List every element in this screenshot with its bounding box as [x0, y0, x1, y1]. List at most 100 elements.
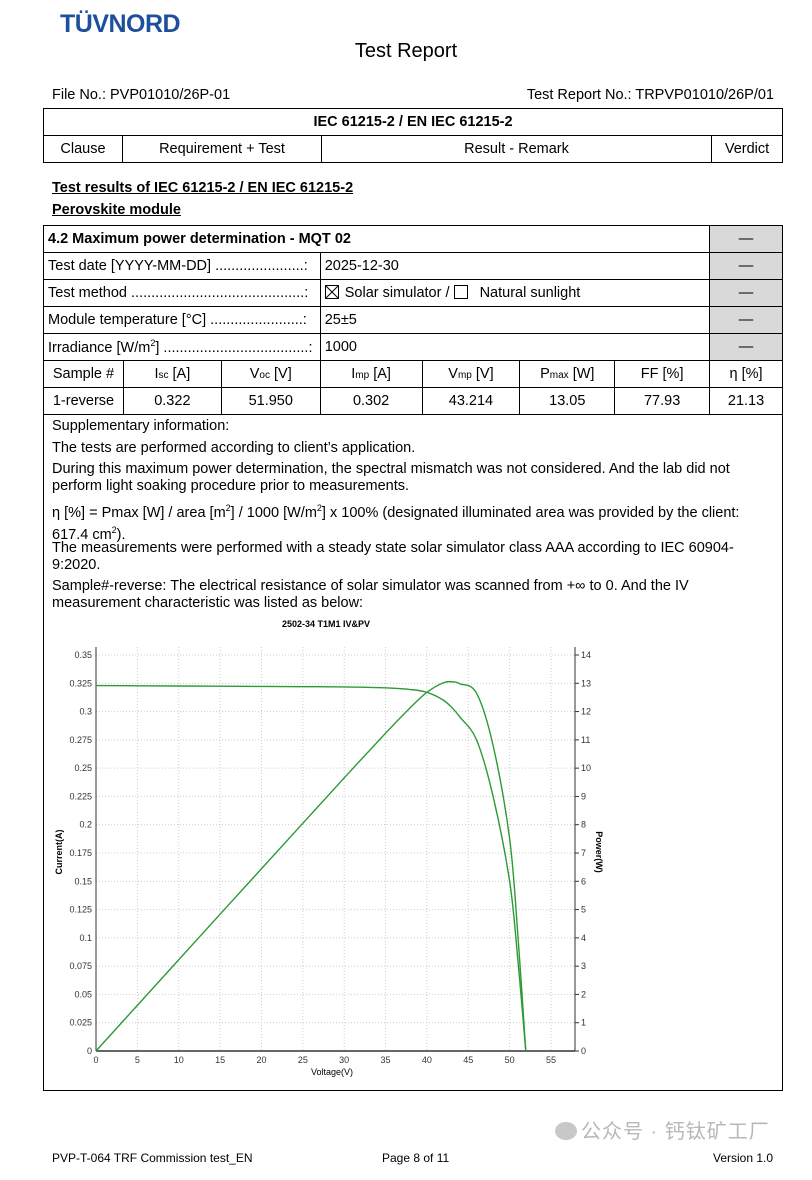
- section-subheading: Perovskite module: [52, 202, 181, 218]
- y2-tick-label: 0: [581, 1046, 586, 1056]
- y-tick-label: 0.225: [69, 791, 92, 801]
- results-row: 1-reverse 0.322 51.950 0.302 43.214 13.05 77.9…: [43, 387, 783, 415]
- results-cell: 77.93: [614, 387, 711, 415]
- x-tick-label: 25: [298, 1055, 308, 1065]
- y-tick-label: 0.275: [69, 735, 92, 745]
- results-header-cell: η [%]: [709, 360, 783, 388]
- y-tick-label: 0.35: [74, 650, 92, 660]
- results-header-cell: Pmax [W]: [519, 360, 616, 388]
- results-cell: 51.950: [220, 387, 321, 415]
- y2-tick-label: 13: [581, 678, 591, 688]
- x-tick-label: 30: [339, 1055, 349, 1065]
- y2-tick-label: 4: [581, 933, 586, 943]
- y2-tick-label: 11: [581, 735, 590, 745]
- col-requirement: Requirement + Test: [122, 135, 322, 163]
- supp-p2: During this maximum power determination,…: [52, 461, 730, 494]
- option-natural-sunlight: Natural sunlight: [479, 285, 581, 301]
- y2-tick-label: 7: [581, 848, 586, 858]
- x-tick-label: 15: [215, 1055, 225, 1065]
- irradiance-value: 1000: [319, 333, 711, 361]
- test-title: 4.2 Maximum power determination - MQT 02: [42, 225, 711, 253]
- row-label: Module temperature [°C] ................…: [43, 306, 321, 334]
- module-temperature-value: 25±5: [319, 306, 711, 334]
- supplementary-box: Supplementary information: The tests are…: [43, 412, 783, 1091]
- watermark: 公众号 · 钙钛矿工厂: [555, 1120, 770, 1144]
- test-table: 4.2 Maximum power determination - MQT 02…: [42, 225, 783, 415]
- option-solar-simulator: Solar simulator /: [344, 285, 450, 301]
- plot-area: [96, 647, 575, 1051]
- standard-header-table: IEC 61215-2 / EN IEC 61215-2 Clause Requ…: [43, 108, 783, 163]
- x-tick-label: 45: [463, 1055, 473, 1065]
- x-tick-label: 35: [381, 1055, 391, 1065]
- results-cell: 0.322: [122, 387, 222, 415]
- section-heading: Test results of IEC 61215-2 / EN IEC 612…: [52, 180, 354, 196]
- checkbox-unchecked: [453, 285, 468, 299]
- y-tick-label: 0.025: [69, 1018, 92, 1028]
- results-cell: 1-reverse: [43, 387, 124, 415]
- results-cell: 43.214: [421, 387, 521, 415]
- test-date-value: 2025-12-30: [319, 252, 711, 280]
- results-cell: 13.05: [519, 387, 616, 415]
- file-number: File No.: PVP01010/26P-01: [52, 87, 231, 103]
- y2-tick-label: 8: [581, 820, 586, 830]
- results-header-cell: Voc [V]: [220, 360, 321, 388]
- row-label: Test method ............................…: [43, 279, 321, 307]
- footer-version: Version 1.0: [713, 1151, 774, 1165]
- test-method-value: Solar simulator / Natural sunlight: [319, 279, 711, 307]
- results-cell: 0.302: [319, 387, 423, 415]
- y-tick-label: 0.1: [79, 933, 92, 943]
- y2-tick-label: 3: [581, 961, 586, 971]
- iv-pv-chart: 0 5 10 15 20 25 30 35 40 45 50 5500.0250.050.0750.1…: [54, 619, 604, 1077]
- supp-p1: The tests are performed according to cli…: [52, 440, 416, 456]
- verdict: —: [709, 252, 783, 280]
- y2-axis-label: Power(W): [594, 831, 604, 873]
- y-tick-label: 0.175: [69, 848, 92, 858]
- checkbox-checked: [324, 285, 339, 299]
- y-tick-label: 0.15: [74, 876, 92, 886]
- col-clause: Clause: [43, 135, 123, 163]
- y-tick-label: 0.3: [79, 707, 92, 717]
- verdict: —: [709, 279, 783, 307]
- supp-p3: η [%] = Pmax [W] / area [m2] / 1000 [W/m…: [52, 503, 740, 543]
- standard-title: IEC 61215-2 / EN IEC 61215-2: [43, 108, 783, 136]
- chart-title: 2502-34 T1M1 IV&PV: [282, 619, 370, 629]
- wechat-icon: [555, 1122, 577, 1140]
- y2-tick-label: 6: [581, 876, 586, 886]
- verdict: —: [709, 306, 783, 334]
- y2-tick-label: 9: [581, 791, 586, 801]
- y-tick-label: 0.25: [74, 763, 92, 773]
- page-title: Test Report: [354, 40, 458, 62]
- x-tick-label: 0: [93, 1055, 98, 1065]
- y-tick-label: 0: [87, 1046, 92, 1056]
- results-header-cell: Vmp [V]: [421, 360, 521, 388]
- y2-tick-label: 1: [581, 1018, 586, 1028]
- y2-tick-label: 2: [581, 989, 586, 999]
- row-label: Test date [YYYY-MM-DD] .................…: [43, 252, 321, 280]
- report-number: Test Report No.: TRPVP01010/26P/01: [526, 87, 774, 103]
- results-cell: 21.13: [709, 387, 783, 415]
- supp-p4: The measurements were performed with a s…: [52, 540, 734, 573]
- x-tick-label: 55: [546, 1055, 556, 1065]
- y-tick-label: 0.325: [69, 678, 92, 688]
- x-tick-label: 50: [505, 1055, 515, 1065]
- results-header-cell: FF [%]: [614, 360, 711, 388]
- footer-page: Page 8 of 11: [382, 1151, 450, 1165]
- y-axis-label: Current(A): [54, 830, 64, 875]
- y-tick-label: 0.075: [69, 961, 92, 971]
- supp-title: Supplementary information:: [52, 418, 230, 434]
- y-tick-label: 0.2: [79, 820, 92, 830]
- x-tick-label: 10: [174, 1055, 184, 1065]
- verdict: —: [709, 333, 783, 361]
- y2-tick-label: 10: [581, 763, 591, 773]
- y2-tick-label: 5: [581, 905, 586, 915]
- y-tick-label: 0.125: [69, 905, 92, 915]
- y2-tick-label: 12: [581, 707, 591, 717]
- results-header-cell: Sample #: [43, 360, 124, 388]
- results-header-row: Sample # Isc [A] Voc [V] Imp [A] Vmp [V] Pmax…: [43, 360, 783, 388]
- footer-doc-id: PVP-T-064 TRF Commission test_EN: [52, 1151, 253, 1165]
- verdict: —: [709, 225, 783, 253]
- results-header-cell: Isc [A]: [122, 360, 222, 388]
- col-result: Result - Remark: [321, 135, 712, 163]
- x-axis-label: Voltage(V): [311, 1067, 353, 1077]
- x-tick-label: 20: [256, 1055, 266, 1065]
